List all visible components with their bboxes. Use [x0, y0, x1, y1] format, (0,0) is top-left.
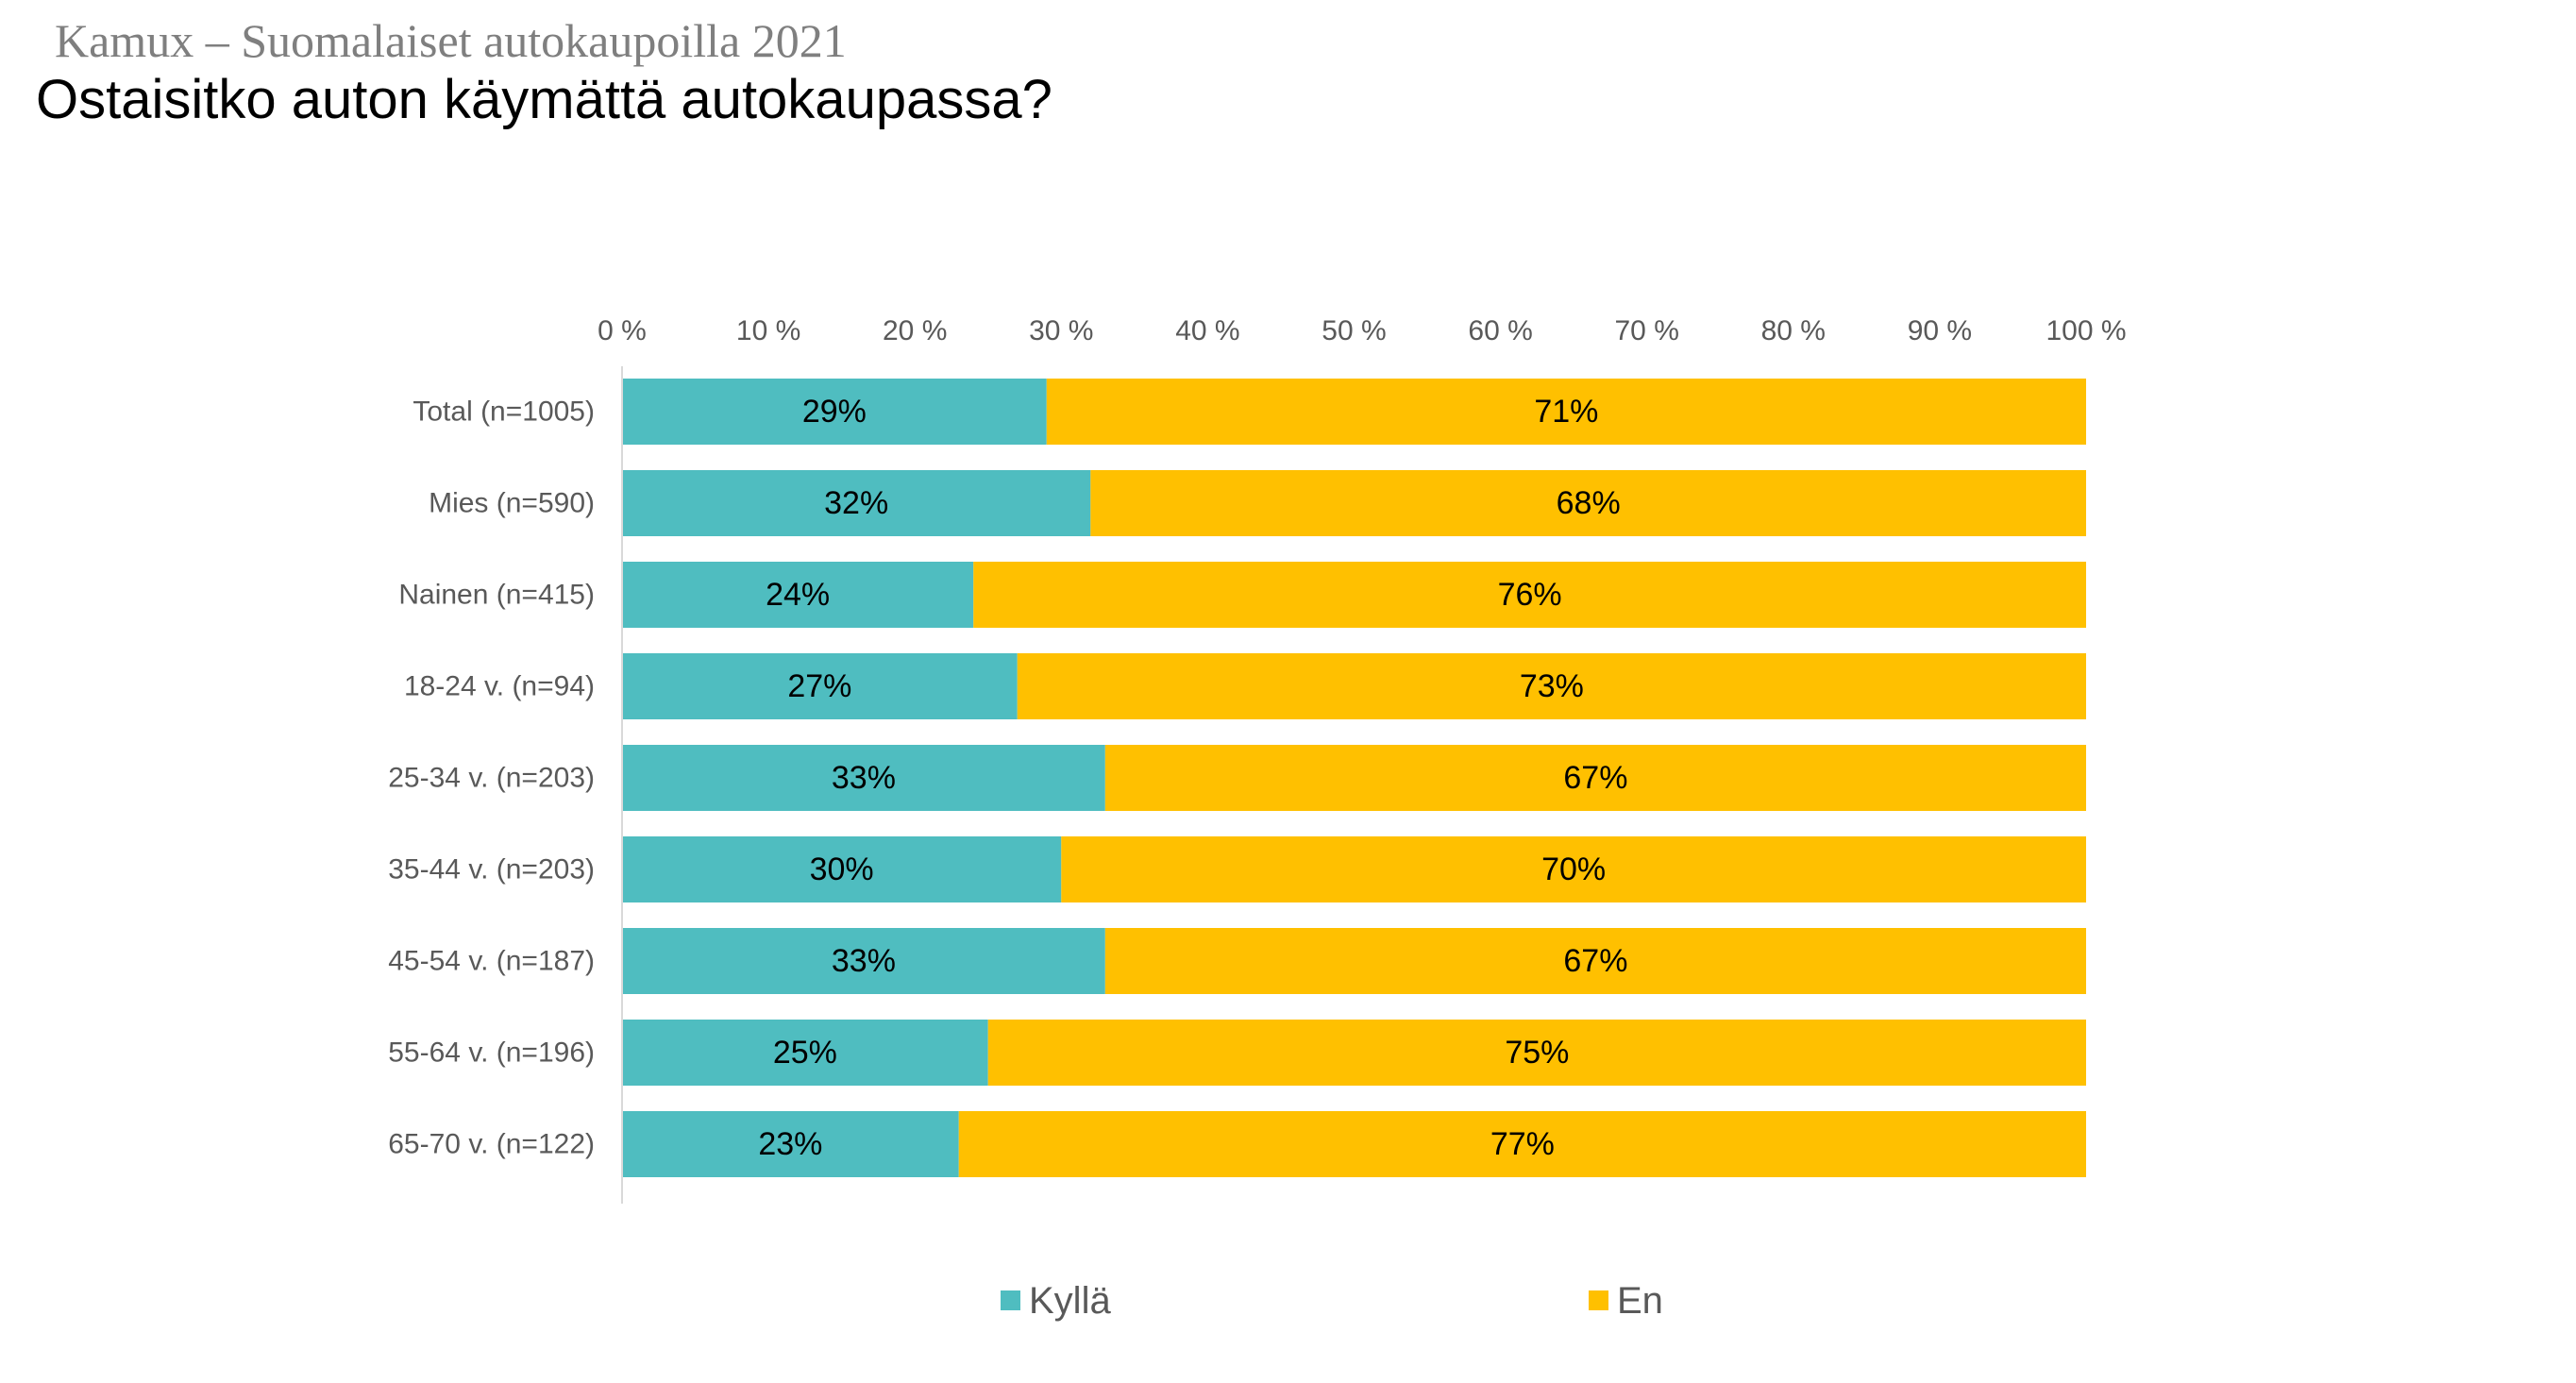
bar-segment	[622, 562, 974, 628]
data-label: 33%	[832, 943, 896, 979]
category-label: 65-70 v. (n=122)	[388, 1129, 595, 1160]
x-tick-label: 100 %	[2046, 315, 2126, 346]
bar-segment	[1017, 653, 2086, 719]
bar-segment	[622, 653, 1018, 719]
bar-segment	[987, 1020, 2086, 1086]
bar-segment	[1104, 745, 2086, 811]
bar-segment	[622, 470, 1091, 536]
bar-segment	[622, 928, 1105, 994]
x-tick-label: 50 %	[1322, 315, 1386, 346]
data-label: 24%	[766, 577, 830, 613]
data-label: 71%	[1534, 394, 1598, 430]
data-label: 25%	[773, 1035, 837, 1071]
x-tick-label: 0 %	[598, 315, 647, 346]
category-label: Nainen (n=415)	[398, 580, 595, 611]
chart-subtitle: Kamux – Suomalaiset autokaupoilla 2021	[55, 14, 847, 67]
x-tick-label: 40 %	[1175, 315, 1239, 346]
x-tick-label: 10 %	[736, 315, 800, 346]
legend-label: En	[1617, 1280, 1663, 1322]
chart-title: Ostaisitko auton käymättä autokaupassa?	[36, 69, 1052, 130]
legend: Kyllä En	[1001, 1280, 1663, 1322]
x-tick-label: 60 %	[1468, 315, 1532, 346]
category-labels: Total (n=1005) Mies (n=590) Nainen (n=415)…	[388, 396, 595, 1160]
category-label: Total (n=1005)	[412, 396, 595, 428]
legend-label: Kyllä	[1029, 1280, 1111, 1322]
bar-segment	[622, 1020, 988, 1086]
category-label: 25-34 v. (n=203)	[388, 763, 595, 794]
bar-segment	[622, 745, 1105, 811]
data-label: 75%	[1505, 1035, 1569, 1071]
category-label: 55-64 v. (n=196)	[388, 1037, 595, 1069]
category-label: 45-54 v. (n=187)	[388, 946, 595, 977]
data-label: 73%	[1520, 668, 1584, 704]
data-label: 68%	[1557, 485, 1621, 521]
category-label: 35-44 v. (n=203)	[388, 854, 595, 885]
data-label: 67%	[1563, 943, 1627, 979]
x-tick-label: 90 %	[1908, 315, 1972, 346]
x-tick-label: 80 %	[1761, 315, 1826, 346]
data-label: 77%	[1490, 1126, 1555, 1162]
bar-segment	[1061, 836, 2086, 902]
legend-swatch	[1589, 1290, 1608, 1310]
category-label: 18-24 v. (n=94)	[404, 671, 595, 702]
bar-segment	[1090, 470, 2086, 536]
data-label: 70%	[1541, 852, 1606, 887]
x-tick-label: 30 %	[1029, 315, 1093, 346]
data-label: 32%	[824, 485, 888, 521]
bar-segment	[622, 379, 1047, 445]
data-label: 30%	[810, 852, 874, 887]
bar-segment	[958, 1111, 2086, 1177]
bar-segment	[973, 562, 2086, 628]
x-tick-label: 20 %	[883, 315, 947, 346]
bar-segment	[622, 836, 1062, 902]
bar-segment	[622, 1111, 959, 1177]
data-label: 29%	[802, 394, 867, 430]
category-label: Mies (n=590)	[429, 488, 595, 519]
data-label: 76%	[1498, 577, 1562, 613]
data-label: 67%	[1563, 760, 1627, 796]
bar-segment	[1104, 928, 2086, 994]
legend-swatch	[1001, 1290, 1020, 1310]
data-label: 33%	[832, 760, 896, 796]
bar-area: 29% 71% 32% 68% 24% 76% 27% 73% 33% 67% 30% 70% 33% 6…	[622, 379, 2086, 1177]
bar-segment	[1046, 379, 2086, 445]
x-tick-label: 70 %	[1615, 315, 1679, 346]
x-axis-tick-labels: 0 % 10 % 20 % 30 % 40 % 50 % 60 % 70 % 80 % 90 % 1…	[598, 315, 2126, 346]
data-label: 27%	[787, 668, 851, 704]
data-label: 23%	[758, 1126, 822, 1162]
